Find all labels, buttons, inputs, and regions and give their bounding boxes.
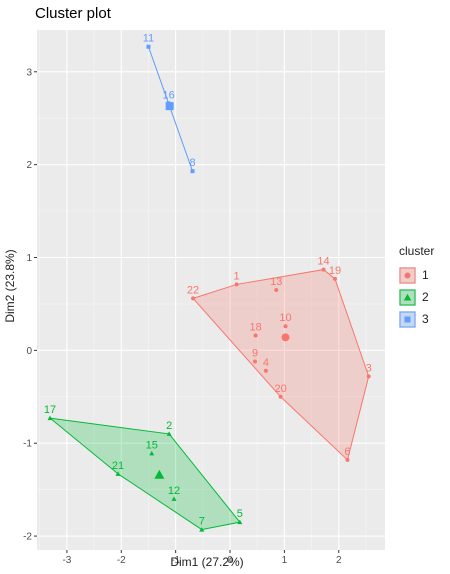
point-label: 12 (168, 485, 180, 497)
point-label: 9 (252, 348, 258, 360)
point-label: 17 (44, 404, 56, 416)
point-label: 21 (112, 460, 124, 472)
cluster-2-point (171, 496, 177, 501)
y-tick-label: 0 (26, 346, 32, 357)
y-tick-label: 2 (26, 160, 32, 171)
point-label: 4 (263, 357, 269, 369)
cluster-1-centroid (281, 333, 290, 342)
legend-item-cluster-2: 2 (399, 286, 434, 308)
legend-item-cluster-3: 3 (399, 308, 434, 330)
y-axis-label: Dim2 (23.8%) (3, 249, 17, 322)
y-tick-label: -1 (23, 439, 32, 450)
chart-title: Cluster plot (35, 5, 111, 22)
x-tick-label: 1 (282, 555, 288, 566)
cluster-1-point (283, 324, 288, 329)
x-tick-label: -3 (62, 555, 71, 566)
legend-label: 3 (422, 312, 429, 326)
major-gridlines (37, 30, 385, 550)
y-tick-label: -2 (23, 532, 32, 543)
cluster-2-centroid (154, 469, 165, 479)
y-tick-label: 1 (26, 253, 32, 264)
cluster-2-point (47, 415, 53, 421)
x-axis-label: Dim1 (27.2%) (170, 555, 243, 569)
point-label: 5 (237, 508, 243, 520)
point-label: 15 (146, 439, 158, 451)
point-label: 3 (366, 362, 372, 374)
cluster-hulls (48, 46, 370, 531)
y-tick-label: 3 (26, 67, 32, 78)
cluster-1-point (366, 374, 371, 379)
legend-title: cluster (399, 244, 435, 258)
x-tick-label: -1 (171, 555, 180, 566)
point-label: 7 (199, 516, 205, 528)
cluster-1-hull (192, 269, 370, 461)
point-label: 2 (166, 420, 172, 432)
point-label: 10 (279, 312, 291, 324)
point-label: 11 (143, 33, 154, 45)
y-axis-ticks: -2 -1 0 1 2 3 (23, 67, 37, 543)
cluster-1-point (321, 267, 326, 272)
point-label: 19 (329, 265, 341, 277)
point-label: 8 (189, 157, 195, 169)
cluster-1-point (234, 282, 239, 287)
cluster-2-point (199, 527, 205, 532)
cluster-1-point (253, 359, 258, 364)
point-label: 14 (317, 256, 329, 268)
minor-gridlines (37, 30, 385, 550)
data-points (47, 44, 371, 532)
cluster-2-hull (48, 417, 241, 531)
cluster-1-point (191, 296, 196, 301)
x-tick-label: 0 (227, 555, 233, 566)
point-label: 6 (344, 446, 350, 458)
legend-square-icon (404, 316, 411, 322)
cluster-1-point (345, 457, 350, 462)
legend-label: 1 (422, 268, 429, 282)
cluster-3-point (190, 169, 195, 174)
cluster-1-point (278, 394, 283, 399)
cluster-3-point (146, 44, 151, 49)
x-tick-label: 2 (336, 555, 342, 566)
x-tick-label: -2 (117, 555, 126, 566)
legend-key (399, 288, 416, 306)
point-label: 18 (249, 322, 261, 334)
cluster-1-point (263, 368, 268, 373)
point-label: 13 (270, 276, 282, 288)
plot-panel (37, 30, 385, 550)
cluster-1-point (274, 288, 279, 292)
point-label: 22 (187, 284, 199, 296)
cluster-2-point (237, 519, 243, 525)
legend-circle-icon (404, 272, 411, 278)
cluster-1-point (253, 333, 258, 338)
point-label: 20 (274, 383, 286, 395)
legend-item-cluster-1: 1 (399, 264, 434, 286)
cluster-3-centroid (165, 102, 174, 111)
cluster-2-point (166, 431, 172, 436)
legend-triangle-icon (403, 293, 412, 300)
legend: cluster 1 2 3 (399, 244, 434, 330)
x-axis-ticks: -3 -2 -1 0 1 2 (62, 550, 342, 566)
cluster-2-point (115, 471, 121, 476)
cluster-2-point (149, 450, 155, 456)
legend-label: 2 (422, 290, 429, 304)
legend-key (399, 266, 416, 284)
legend-key (399, 310, 416, 328)
point-label: 16 (162, 89, 174, 101)
cluster-1-point (332, 276, 337, 281)
point-label: 1 (233, 270, 239, 282)
